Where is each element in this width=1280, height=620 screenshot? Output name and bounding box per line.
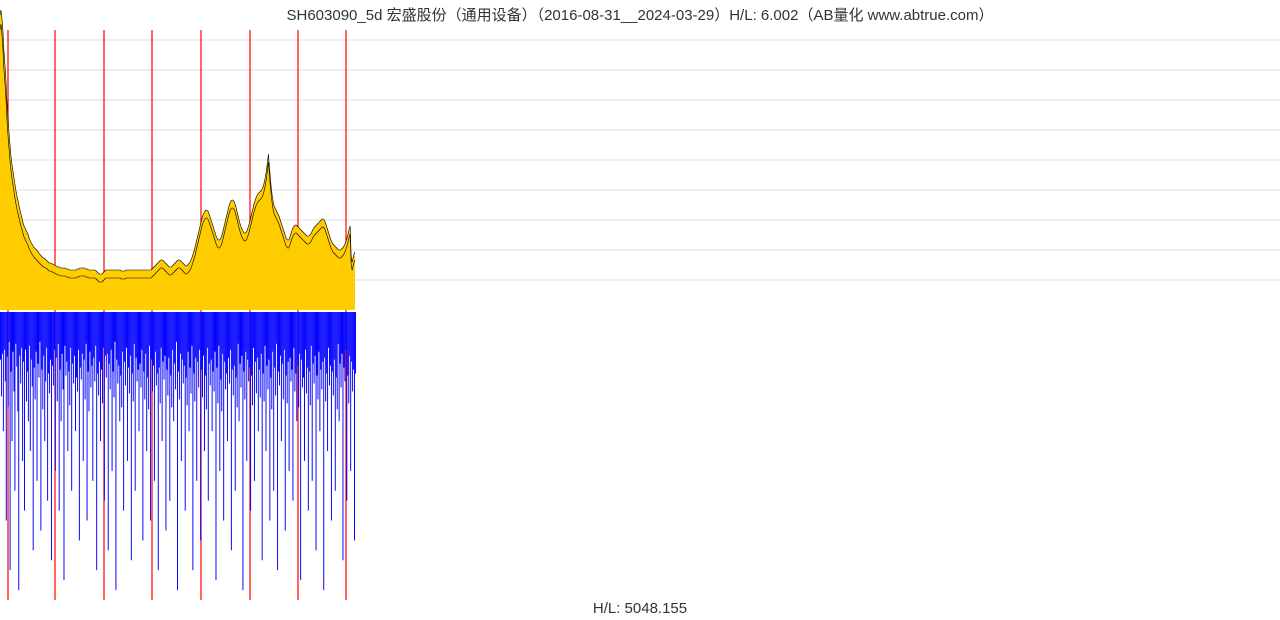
stock-chart xyxy=(0,0,1280,620)
chart-title: SH603090_5d 宏盛股份（通用设备）（2016-08-31__2024-… xyxy=(0,4,1280,25)
chart-footer: H/L: 5048.155 xyxy=(0,600,1280,617)
